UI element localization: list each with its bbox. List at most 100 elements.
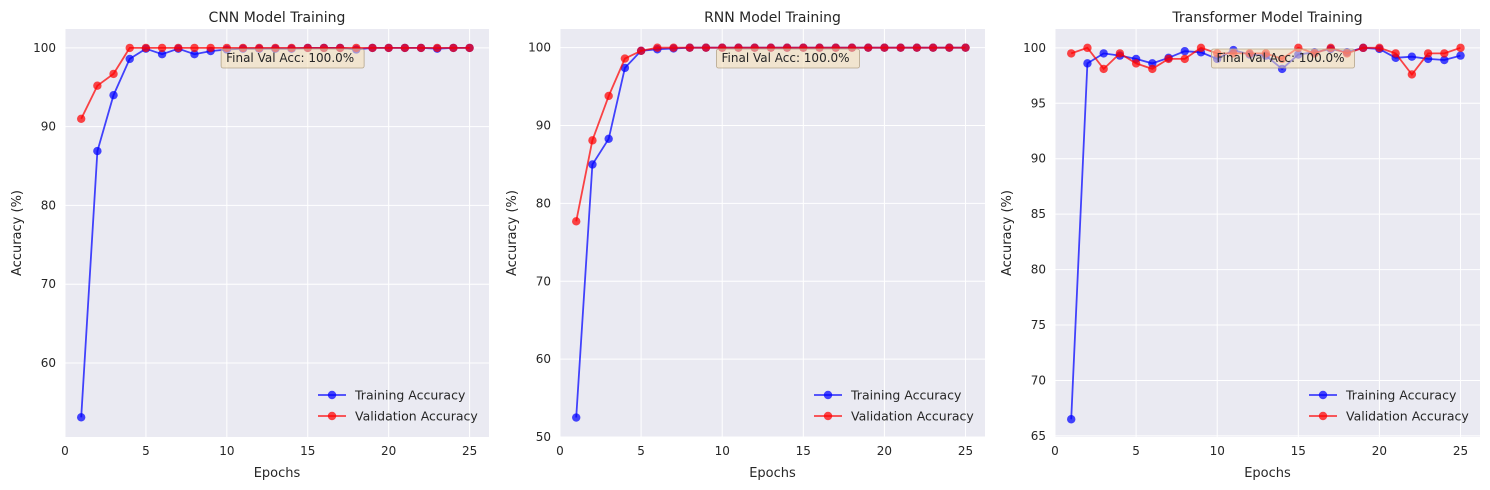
legend: Training Accuracy Validation Accuracy: [1309, 388, 1469, 424]
validation-point: [685, 43, 694, 52]
x-tick-label: 20: [381, 444, 396, 458]
legend-marker: [823, 390, 833, 400]
validation-point: [174, 43, 183, 53]
y-tick-label: 85: [1031, 207, 1046, 221]
legend-marker: [823, 411, 833, 421]
chart-title: Transformer Model Training: [1171, 10, 1362, 26]
final-val-acc-annotation: Final Val Acc: 100.0%: [1217, 51, 1345, 65]
legend-label: Training Accuracy: [354, 388, 466, 403]
validation-point: [433, 43, 442, 53]
x-axis-label: Epochs: [749, 466, 796, 481]
y-tick-label: 70: [536, 274, 551, 288]
training-point: [157, 50, 167, 59]
y-tick-label: 100: [528, 41, 551, 55]
validation-point: [1375, 43, 1384, 53]
x-tick-label: 0: [61, 444, 69, 458]
y-tick-label: 70: [1031, 373, 1046, 387]
validation-point: [1099, 64, 1108, 74]
validation-point: [1148, 64, 1157, 74]
training-point: [1440, 55, 1449, 65]
validation-point: [1115, 49, 1125, 58]
x-tick-label: 10: [219, 444, 234, 458]
training-point: [76, 413, 86, 422]
y-tick-label: 65: [1031, 429, 1046, 443]
legend-label: Training Accuracy: [850, 388, 962, 403]
validation-point: [880, 43, 889, 52]
y-tick-label: 80: [536, 196, 551, 210]
validation-point: [1196, 43, 1206, 53]
y-tick-label: 60: [536, 352, 551, 366]
x-tick-label: 0: [1051, 444, 1059, 458]
annotation-box: [716, 48, 860, 69]
y-tick-label: 70: [41, 277, 56, 291]
y-axis-label: Accuracy (%): [10, 190, 25, 276]
plot-area: [1055, 29, 1480, 437]
validation-point: [465, 43, 474, 53]
legend-label: Validation Accuracy: [355, 409, 478, 424]
validation-point: [93, 81, 102, 90]
y-axis-label: Accuracy (%): [505, 190, 520, 276]
legend-marker: [327, 411, 337, 421]
validation-point: [961, 43, 970, 52]
final-val-acc-annotation: Final Val Acc: 100.0%: [722, 51, 850, 65]
validation-point: [1359, 43, 1368, 53]
training-point: [125, 54, 134, 64]
x-tick-label: 15: [796, 444, 811, 458]
y-tick-label: 50: [536, 430, 551, 444]
x-tick-label: 5: [1132, 444, 1140, 458]
validation-point: [1407, 70, 1417, 79]
chart-panel-0: 0 5 10 15 20 25 60 70 80 90 100 CNN Model Training E…: [10, 10, 489, 481]
validation-point: [1164, 54, 1173, 64]
training-point: [1407, 52, 1417, 61]
annotation-box: [220, 48, 365, 69]
legend-marker: [1318, 390, 1328, 400]
chart-title: RNN Model Training: [704, 10, 841, 26]
legend-label: Validation Accuracy: [851, 409, 974, 424]
final-val-acc-annotation: Final Val Acc: 100.0%: [226, 51, 354, 65]
plot-area: [65, 29, 489, 437]
validation-point: [572, 217, 581, 226]
training-point: [588, 160, 597, 169]
validation-point: [1131, 59, 1141, 68]
x-tick-label: 10: [715, 444, 730, 458]
training-point: [109, 90, 118, 100]
x-axis-label: Epochs: [1244, 466, 1291, 481]
validation-point: [912, 43, 922, 52]
y-tick-label: 90: [536, 119, 551, 133]
y-tick-label: 95: [1031, 96, 1046, 110]
validation-point: [669, 43, 678, 52]
training-point: [1067, 415, 1076, 424]
training-point: [572, 413, 581, 422]
chart-panel-2: 0 5 10 15 20 25 65 70 75 80 85 90 95 100 Transformer M…: [1000, 10, 1480, 481]
validation-point: [588, 136, 597, 145]
training-point: [1099, 49, 1108, 58]
training-point: [1456, 51, 1465, 60]
validation-point: [604, 91, 613, 101]
validation-point: [109, 69, 118, 79]
y-tick-label: 80: [41, 198, 56, 212]
validation-point: [701, 43, 711, 52]
legend-label: Training Accuracy: [1345, 388, 1457, 403]
x-tick-label: 5: [142, 444, 150, 458]
training-point: [620, 63, 630, 73]
validation-point: [1180, 54, 1189, 64]
legend-marker: [327, 390, 337, 400]
x-tick-label: 25: [462, 444, 477, 458]
validation-point: [157, 43, 167, 53]
validation-point: [896, 43, 905, 52]
validation-point: [928, 43, 938, 52]
y-tick-label: 75: [1031, 318, 1046, 332]
x-tick-label: 15: [300, 444, 315, 458]
validation-point: [945, 43, 954, 52]
validation-point: [141, 43, 151, 53]
validation-point: [653, 43, 662, 52]
validation-point: [416, 43, 426, 53]
validation-point: [1391, 49, 1400, 58]
legend-label: Validation Accuracy: [1346, 409, 1469, 424]
validation-point: [190, 43, 199, 53]
training-point: [604, 134, 613, 143]
y-tick-label: 90: [41, 120, 56, 134]
x-tick-label: 25: [958, 444, 973, 458]
validation-point: [400, 43, 410, 53]
